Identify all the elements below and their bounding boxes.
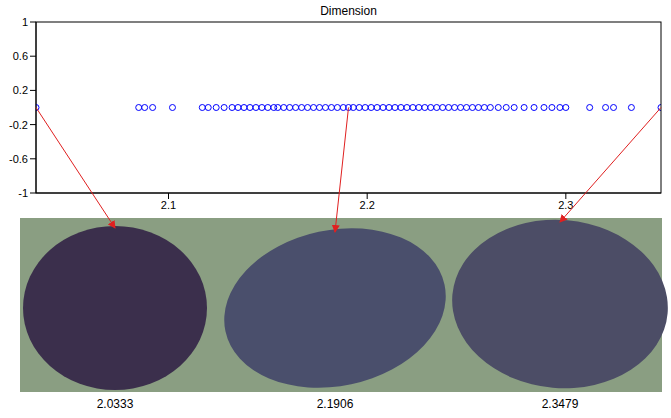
svg-text:2.3479: 2.3479 <box>542 397 579 411</box>
svg-text:-0.6: -0.6 <box>9 153 28 165</box>
svg-text:2.1: 2.1 <box>161 199 176 211</box>
svg-text:2.2: 2.2 <box>360 199 375 211</box>
svg-text:-0.2: -0.2 <box>9 119 28 131</box>
svg-text:0.2: 0.2 <box>13 84 28 96</box>
svg-text:-1: -1 <box>18 187 28 199</box>
svg-text:1: 1 <box>22 16 28 28</box>
svg-text:2.3: 2.3 <box>558 199 573 211</box>
svg-text:0.6: 0.6 <box>13 50 28 62</box>
svg-text:2.1906: 2.1906 <box>317 397 354 411</box>
html-text:Dimension: Dimension <box>320 4 377 18</box>
svg-text:2.0333: 2.0333 <box>97 397 134 411</box>
